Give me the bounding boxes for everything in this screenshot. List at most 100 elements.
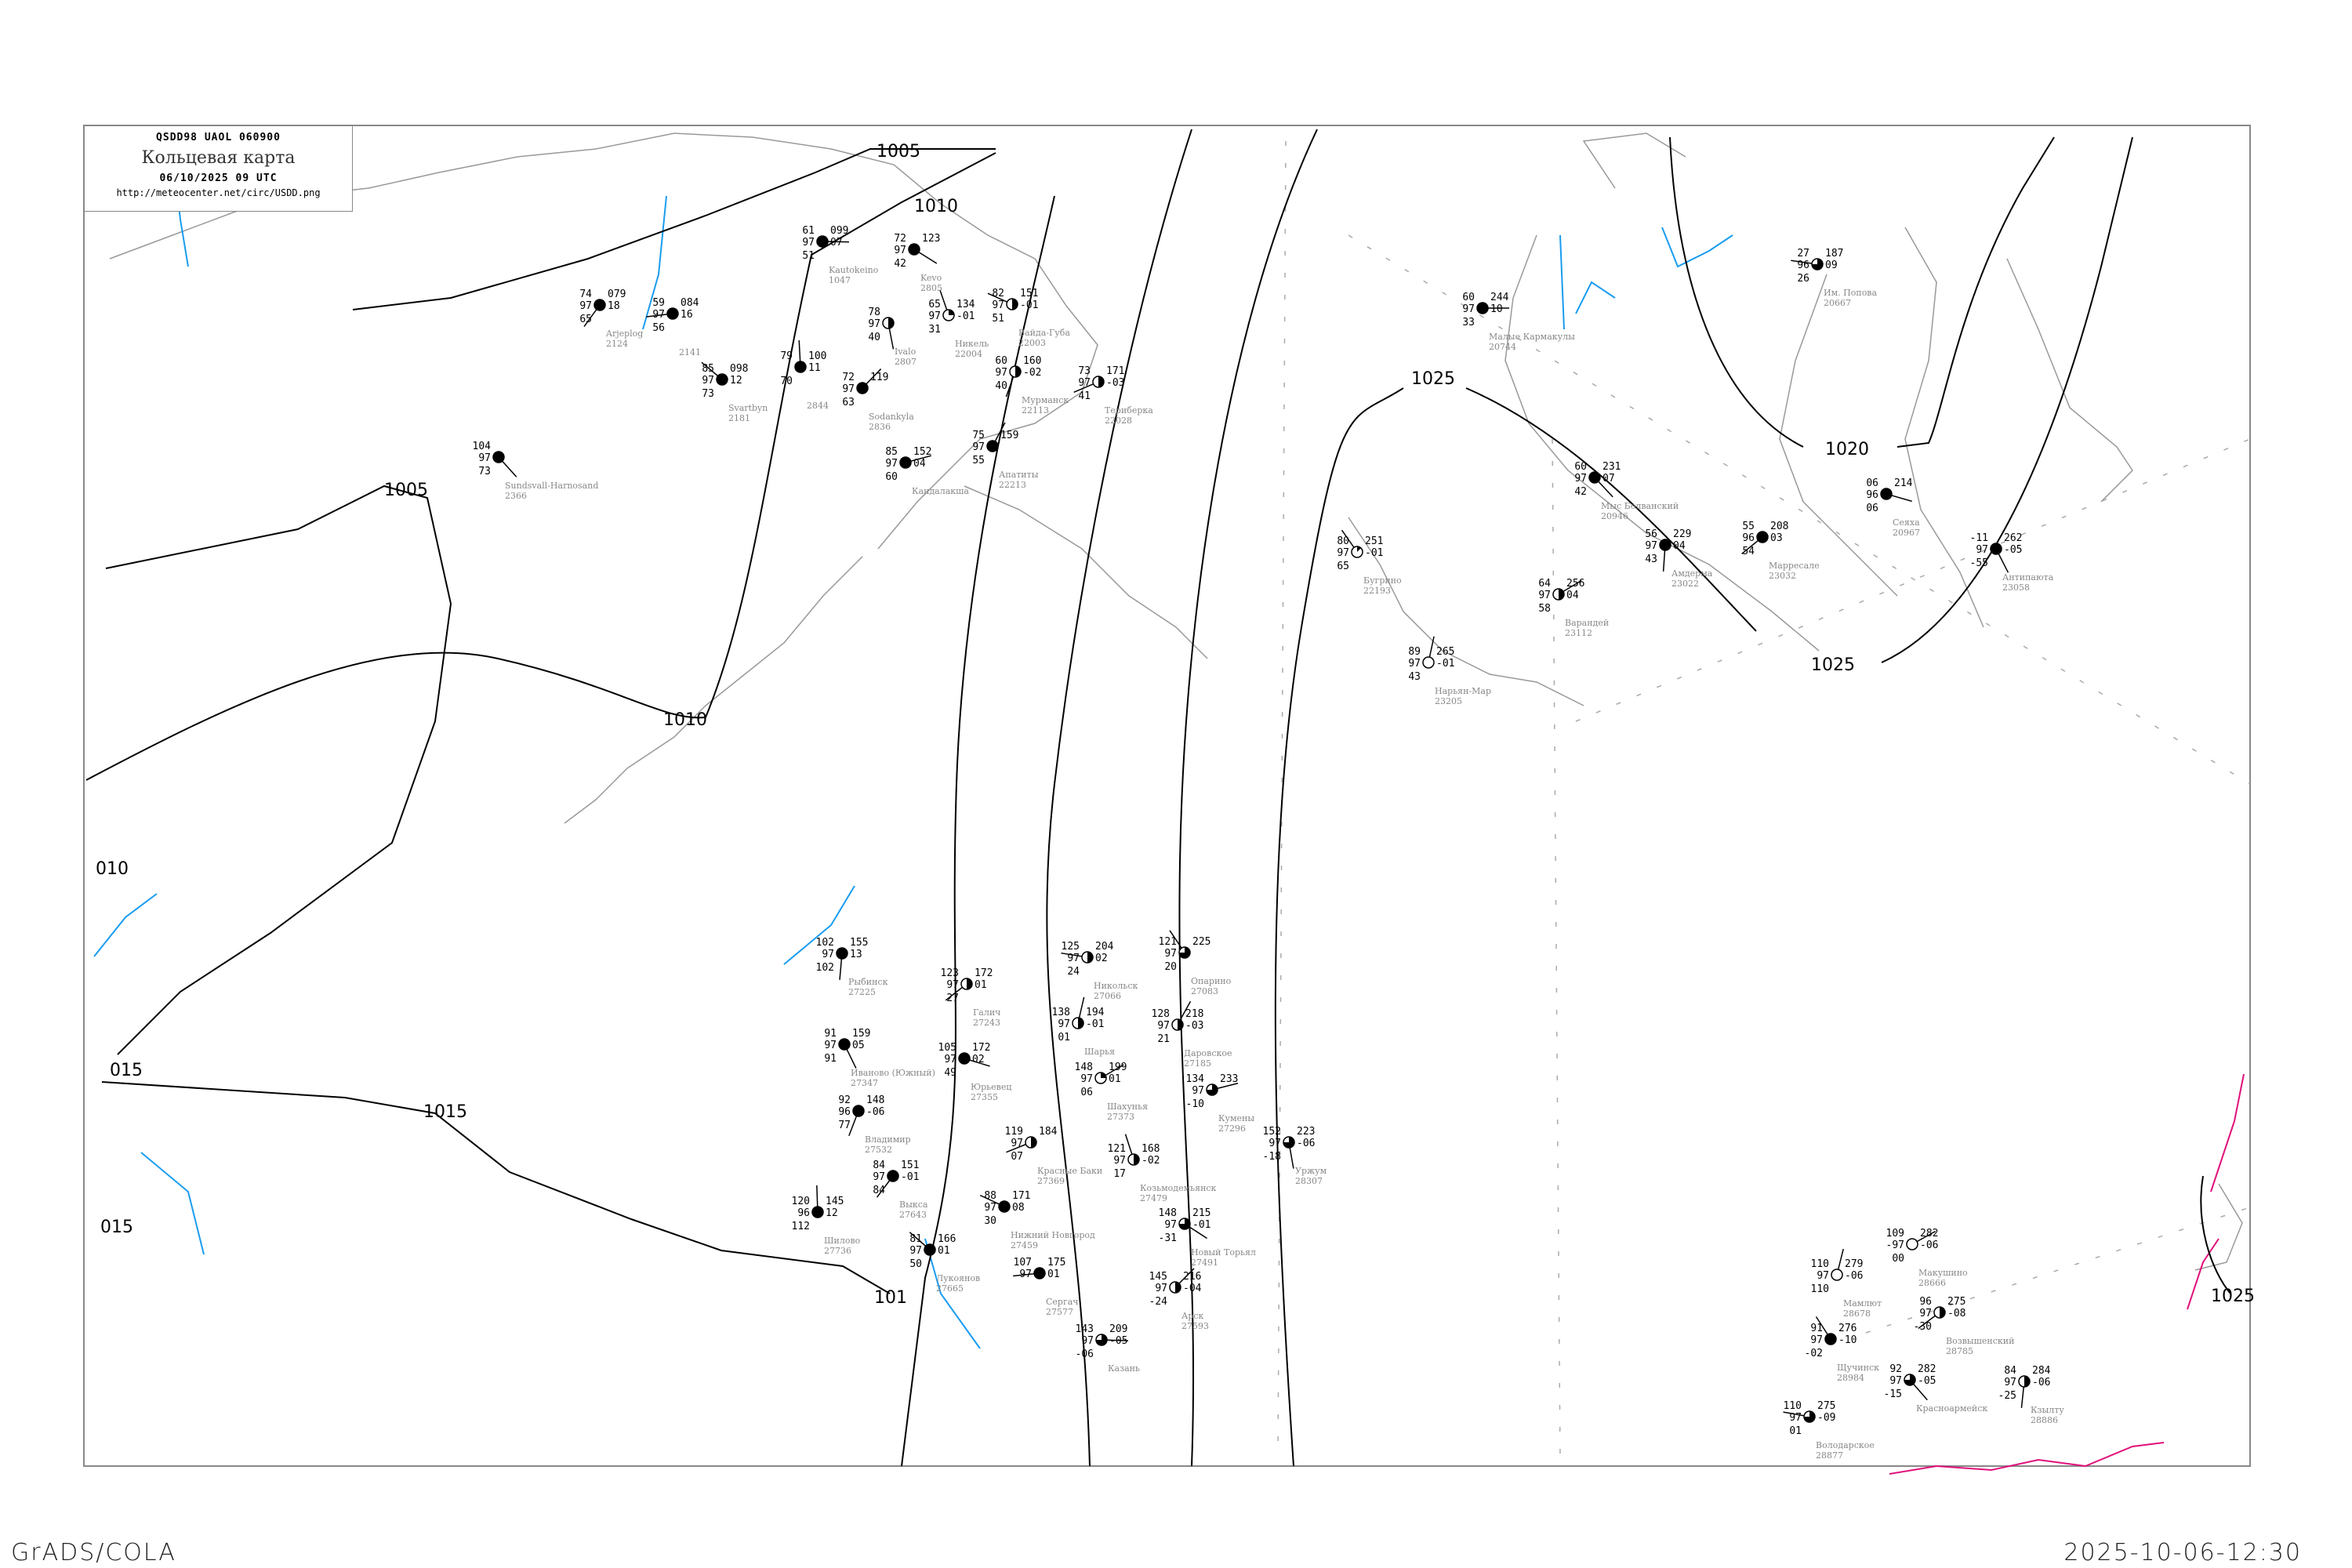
station-name: Териберка (1105, 405, 1153, 416)
air-temperature: 81 (909, 1233, 922, 1245)
station-name: Kautokeino (829, 265, 879, 275)
pressure: 079 (608, 289, 626, 300)
pressure-tendency: -06 (1297, 1138, 1315, 1149)
cloud-cover-fill (667, 308, 678, 319)
dewpoint: 26 (1797, 273, 1809, 285)
cloud-cover-fill (1660, 539, 1671, 550)
visibility: 97 (822, 949, 834, 960)
dewpoint: 60 (885, 471, 898, 483)
isobar-label: 015 (100, 1218, 133, 1237)
pressure-tendency: -06 (1920, 1240, 1938, 1251)
air-temperature: 84 (873, 1160, 885, 1171)
visibility: 97 (1269, 1138, 1281, 1149)
station-id: 2807 (895, 357, 916, 367)
station-id: 23022 (1671, 579, 1699, 589)
cloud-cover-fill (1940, 1307, 1945, 1318)
air-temperature: 120 (792, 1196, 810, 1207)
station-id: 28307 (1295, 1176, 1323, 1186)
dewpoint: -30 (1914, 1321, 1932, 1333)
air-temperature: 134 (1186, 1073, 1205, 1085)
station-name: Возвышенский (1946, 1336, 2014, 1346)
visibility: 97 (1081, 1335, 1094, 1347)
air-temperature: 91 (1810, 1323, 1823, 1334)
pressure-tendency: -08 (1947, 1308, 1965, 1319)
dewpoint: 01 (1789, 1425, 1802, 1437)
dewpoint: 65 (1337, 561, 1349, 572)
air-temperature: 107 (1014, 1257, 1032, 1269)
dewpoint: 07 (1011, 1151, 1023, 1163)
cloud-cover-fill (2024, 1376, 2030, 1387)
pressure-tendency: 01 (938, 1245, 950, 1257)
air-temperature: 59 (652, 297, 665, 309)
coastlines (109, 132, 2243, 1271)
pressure: 184 (1039, 1126, 1058, 1138)
dewpoint: -18 (1263, 1151, 1281, 1163)
visibility: 97 (928, 310, 941, 322)
cloud-cover-symbol (1831, 1269, 1843, 1281)
air-temperature: 61 (802, 225, 815, 237)
dewpoint: -06 (1076, 1348, 1094, 1360)
pressure: 282 (1920, 1228, 1938, 1240)
dewpoint: 42 (1574, 486, 1587, 498)
cloud-cover-fill (900, 457, 911, 468)
station-id: 20967 (1893, 528, 1920, 538)
visibility: 97 (944, 1054, 956, 1065)
station-name: Шарья (1084, 1047, 1115, 1057)
station-name: Мурманск (1022, 395, 1069, 405)
air-temperature: 102 (816, 937, 834, 949)
station-name: Галич (973, 1007, 1000, 1018)
station-name: Kevo (920, 273, 942, 283)
air-temperature: 110 (1811, 1258, 1829, 1270)
pressure-tendency: -05 (1918, 1375, 1936, 1387)
cloud-cover-fill (1357, 546, 1361, 552)
isobar-label: 1010 (663, 710, 707, 730)
visibility: 97 (1889, 1375, 1902, 1387)
visibility: 96 (1866, 489, 1878, 501)
visibility: 97 (702, 375, 714, 387)
pressure-tendency: 07 (830, 237, 843, 249)
cloud-cover-fill (1096, 1334, 1107, 1345)
visibility: 97 (1976, 544, 1988, 556)
dewpoint: -24 (1149, 1296, 1168, 1308)
visibility: 97 (984, 1202, 996, 1214)
station-name: Им. Попова (1824, 288, 1878, 298)
cloud-cover-fill (594, 299, 605, 310)
pressure-tendency: 16 (681, 309, 693, 321)
dewpoint: 73 (702, 388, 714, 400)
pressure-tendency: -01 (1365, 547, 1383, 559)
cloud-cover-fill (1804, 1411, 1815, 1422)
station-id: 27347 (851, 1078, 878, 1088)
visibility: 97 (1078, 377, 1091, 389)
air-temperature: 06 (1866, 477, 1878, 489)
cloud-cover-fill (949, 310, 954, 315)
dewpoint: 33 (1462, 317, 1475, 328)
pressure: 151 (901, 1160, 919, 1171)
station-id: 23058 (2002, 583, 2030, 593)
cloud-cover-fill (853, 1105, 864, 1116)
cloud-cover-fill (493, 452, 504, 463)
pressure-tendency: -01 (1192, 1219, 1210, 1231)
station-id: 27185 (1184, 1058, 1211, 1069)
pressure: 148 (866, 1094, 884, 1106)
visibility: 97 (873, 1171, 885, 1183)
pressure-tendency: 07 (1602, 473, 1615, 485)
pressure: 229 (1673, 528, 1691, 540)
pressure: 168 (1142, 1143, 1160, 1155)
isobar-label: 015 (110, 1061, 143, 1080)
pressure: 155 (850, 937, 868, 949)
pressure: 282 (1918, 1363, 1936, 1375)
pressure: 166 (938, 1233, 956, 1245)
visibility: 97 (652, 309, 665, 321)
pressure: 152 (913, 446, 931, 458)
pressure-tendency: 10 (1490, 303, 1503, 315)
